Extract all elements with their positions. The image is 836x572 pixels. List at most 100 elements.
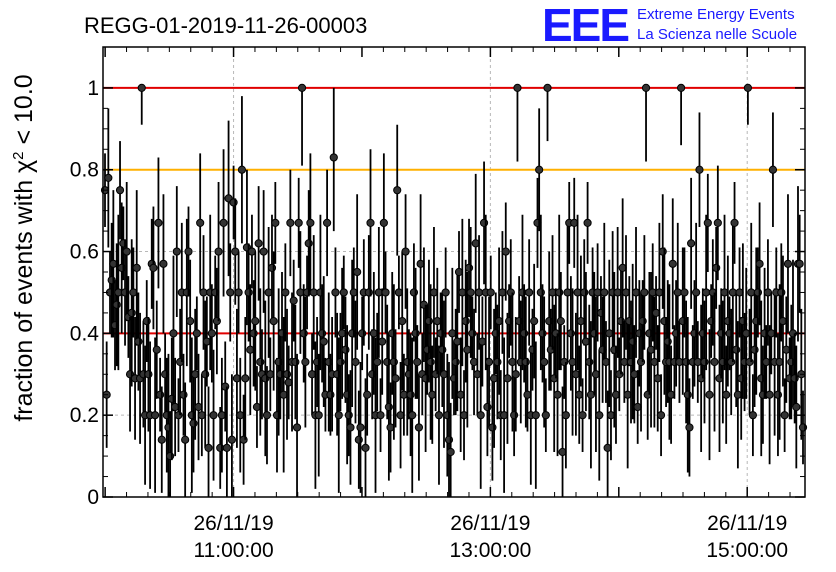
- x-tick-label-time: 11:00:00: [193, 539, 273, 562]
- data-point: [294, 218, 303, 228]
- data-point: [535, 165, 544, 174]
- data-point: [209, 411, 218, 420]
- y-tick-label: 0.2: [70, 404, 99, 427]
- data-point: [301, 357, 310, 367]
- data-point: [269, 316, 278, 326]
- data-point: [730, 218, 739, 228]
- data-point: [543, 83, 552, 93]
- data-point: [346, 423, 355, 432]
- data-point: [486, 288, 495, 297]
- y-tick-label: 0: [87, 486, 99, 509]
- data-point: [251, 316, 260, 326]
- data-point: [398, 316, 407, 326]
- data-point: [207, 329, 216, 338]
- eee-logo-line2: La Scienza nelle Scuole: [637, 26, 797, 43]
- data-point: [227, 435, 237, 444]
- data-point: [281, 288, 290, 297]
- data-point: [541, 411, 550, 420]
- x-axis: 26/11/19 11:00:00 26/11/19 13:00:00 26/11/19…: [104, 47, 791, 562]
- data-point: [743, 83, 752, 93]
- data-point: [685, 423, 694, 432]
- data-point: [292, 423, 302, 432]
- data-point: [765, 390, 774, 399]
- data-point: [703, 218, 712, 228]
- data-point: [356, 423, 365, 432]
- x-tick-label-date: 26/11/19: [450, 512, 530, 535]
- data-point: [503, 374, 512, 383]
- data-point: [314, 411, 323, 420]
- data-point: [687, 239, 696, 248]
- data-point: [157, 435, 166, 444]
- data-point: [680, 288, 689, 297]
- data-point: [137, 83, 146, 93]
- data-point: [366, 218, 375, 228]
- data-point: [351, 357, 360, 367]
- data-point: [553, 390, 562, 399]
- data-point: [154, 218, 163, 228]
- data-point: [446, 447, 455, 457]
- data-point: [286, 218, 295, 228]
- data-point: [673, 288, 682, 297]
- data-point: [379, 218, 388, 228]
- data-point: [434, 411, 444, 420]
- data-point: [122, 247, 131, 256]
- data-point: [196, 218, 205, 228]
- data-point: [339, 288, 348, 297]
- x-tick-label-date: 26/11/19: [193, 512, 273, 535]
- data-point: [184, 247, 193, 256]
- data-point: [656, 411, 666, 420]
- data-point: [331, 288, 340, 297]
- data-point: [530, 316, 539, 326]
- data-point: [329, 153, 338, 162]
- data-point: [692, 288, 701, 297]
- data-point: [115, 186, 125, 195]
- data-point: [363, 390, 372, 399]
- data-point: [531, 411, 540, 420]
- data-point: [319, 337, 328, 346]
- data-point: [186, 316, 195, 326]
- y-axis-label-prefix: fraction of events with: [10, 173, 38, 422]
- data-point: [408, 411, 417, 420]
- data-point: [474, 288, 484, 297]
- data-point: [677, 83, 686, 93]
- data-point: [640, 288, 649, 297]
- data-point: [159, 259, 168, 268]
- data-point: [199, 288, 208, 297]
- data-point: [525, 288, 534, 297]
- data-point: [595, 411, 604, 420]
- data-point: [152, 345, 161, 354]
- data-point: [373, 357, 382, 367]
- data-point: [132, 263, 141, 273]
- data-point: [783, 259, 793, 268]
- data-point: [181, 435, 190, 444]
- data-point: [768, 165, 778, 174]
- data-point: [361, 443, 370, 453]
- y-axis-label: fraction of events with χ2 < 10.0: [10, 74, 38, 421]
- data-point: [583, 218, 592, 228]
- data-point: [204, 443, 213, 453]
- data-point: [149, 263, 158, 273]
- data-point: [391, 374, 400, 383]
- data-point: [401, 247, 410, 256]
- eee-logo-mark: EEE: [542, 0, 628, 51]
- data-point: [192, 329, 201, 338]
- data-point: [297, 83, 307, 93]
- data-point: [578, 411, 587, 420]
- data-point: [309, 288, 318, 297]
- data-point: [376, 411, 385, 420]
- data-point: [722, 390, 731, 399]
- data-point: [334, 411, 343, 420]
- data-point: [222, 443, 231, 453]
- data-point: [259, 247, 268, 256]
- data-points: [100, 83, 808, 497]
- data-point: [702, 288, 711, 297]
- eee-logo: EEE Extreme Energy Events La Scienza nel…: [542, 0, 797, 51]
- data-point: [237, 165, 247, 174]
- data-point: [755, 259, 764, 268]
- data-point: [600, 288, 609, 297]
- x-tick-label-time: 13:00:00: [450, 539, 532, 562]
- data-point: [241, 374, 250, 383]
- y-tick-label: 1: [87, 77, 99, 100]
- data-point: [476, 411, 485, 420]
- data-point: [641, 83, 651, 93]
